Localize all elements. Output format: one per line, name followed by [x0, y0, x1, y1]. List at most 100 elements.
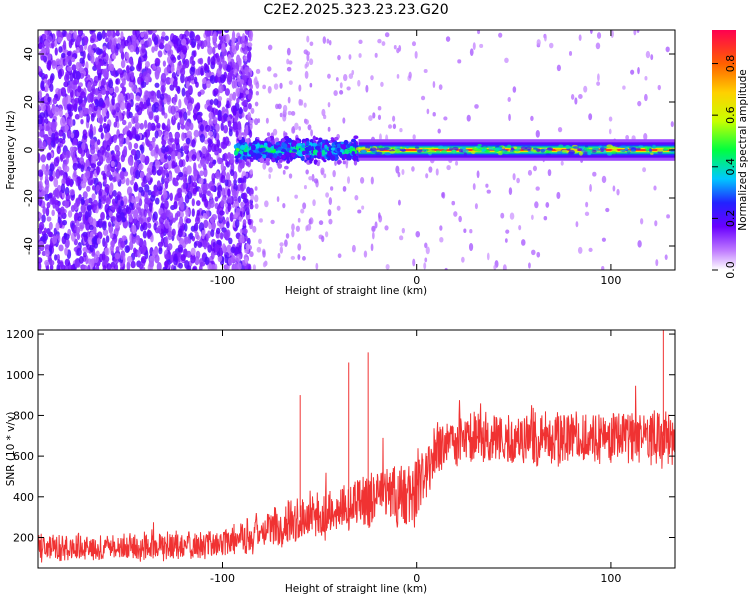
spectrogram-cell [370, 176, 374, 185]
spectrogram-cell [279, 112, 283, 118]
spectrogram-cell [130, 260, 136, 269]
spectrogram-cell [214, 150, 219, 156]
spectrogram-cell [63, 97, 68, 106]
spectrogram-cell [114, 222, 120, 229]
spectrogram-cell [96, 31, 103, 41]
spectrogram-cell [301, 150, 306, 156]
spectrogram-cell [217, 43, 222, 51]
spectrogram-cell [411, 166, 415, 172]
spectrogram-cell [288, 173, 293, 179]
spectrogram-cell [606, 144, 613, 148]
spectrogram-cell [192, 266, 197, 270]
spectrogram-cell [168, 224, 172, 233]
spectrogram-cell [149, 202, 153, 212]
spectrogram-cell [114, 195, 119, 204]
spectrogram-cell [49, 75, 54, 84]
spectrogram-cell [220, 175, 226, 184]
spectrogram-cell [97, 73, 102, 81]
spectrogram-cell [507, 96, 511, 103]
spectrogram-cell [254, 203, 259, 209]
spectrogram-cell [312, 142, 317, 147]
spectrogram-cell [308, 218, 312, 225]
spectrogram-cell [303, 102, 307, 108]
spectrogram-cell [388, 124, 393, 129]
spectrogram-cell [160, 237, 165, 245]
spectrogram-cell [601, 265, 605, 270]
spectrogram-cell [51, 40, 55, 49]
spectrogram-cell [630, 69, 635, 75]
spectrogram-cell [95, 264, 100, 270]
spectrogram-cell [94, 99, 99, 108]
spectrogram-cell [351, 69, 355, 76]
spectrogram-cell [227, 120, 232, 128]
spectrogram-cell [156, 262, 162, 270]
spectrogram-cell [377, 106, 382, 111]
spectrogram-panel: -100 0 100 -40 -20 0 20 40 Height of straight l… [5, 29, 676, 297]
spectrogram-cell [295, 225, 300, 232]
spectrogram-cell [644, 93, 648, 102]
spectrogram-cell [188, 151, 193, 158]
spectrogram-cell [128, 202, 134, 211]
spectrogram-cell [111, 266, 115, 270]
spectrogram-cell [98, 97, 104, 107]
spectrogram-cell [307, 124, 312, 131]
spectrogram-cell [132, 30, 136, 36]
spectrogram-cell [242, 198, 249, 204]
spectrogram-cell [225, 160, 229, 167]
spectrogram-cell [209, 156, 214, 163]
spectrogram-cell [193, 167, 198, 177]
spectrogram-cell [312, 199, 316, 207]
spectrogram-cell [338, 151, 343, 157]
spectrogram-cell [44, 249, 50, 258]
spectrogram-cell [330, 137, 334, 141]
spectrogram-cell [312, 135, 316, 142]
spectrogram-cell [340, 149, 344, 153]
spectrogram-cell [207, 230, 211, 239]
spectrogram-cell [145, 172, 151, 182]
spectrogram-cell [183, 111, 188, 121]
spectrogram-cell [167, 230, 172, 241]
spectrogram-cell [425, 246, 430, 255]
spectrogram-cell [424, 257, 428, 263]
spectrogram-cell [290, 255, 296, 260]
spectrogram-cell [194, 76, 198, 85]
spectrogram-ticks: -100 0 100 -40 -20 0 20 40 [22, 30, 675, 287]
spectrogram-cell [148, 105, 153, 112]
spectrogram-cell [557, 126, 563, 133]
spectrogram-cell [144, 155, 150, 165]
spectrogram-cell [181, 38, 187, 46]
spectrogram-cell [83, 107, 88, 115]
spectrogram-cell [227, 257, 233, 266]
spectrogram-cell [588, 113, 593, 121]
spectrogram-cell [65, 177, 71, 187]
spectrogram-cell [175, 142, 180, 152]
spectrogram-cell [128, 213, 133, 223]
spectrogram-cell [608, 116, 613, 122]
colorbar-tick-label: 0.0 [724, 261, 737, 279]
spectrogram-cell [98, 198, 102, 209]
spectrogram-cell [527, 169, 533, 176]
spectrogram-cell [461, 146, 467, 150]
x-tick-label: 0 [413, 274, 420, 287]
spectrogram-cell [475, 145, 481, 149]
spectrogram-cell [334, 160, 337, 166]
spectrogram-cell [38, 212, 43, 219]
spectrogram-cell [231, 39, 235, 49]
spectrogram-cell [306, 35, 310, 43]
spectrogram-cell [449, 147, 453, 151]
spectrogram-cell [577, 246, 583, 254]
spectrogram-cell [159, 152, 165, 163]
spectrogram-cell [290, 151, 296, 158]
spectrogram-cell [213, 87, 219, 95]
spectrogram-cell [263, 142, 268, 147]
spectrogram-cell [223, 152, 228, 162]
spectrogram-cell [114, 50, 119, 56]
spectrogram-cell [574, 97, 578, 105]
spectrogram-cell [176, 210, 181, 217]
spectrogram-cell [58, 129, 64, 137]
spectrogram-cell [174, 194, 178, 201]
spectrogram-cell [108, 79, 114, 89]
spectrogram-cell [207, 45, 213, 55]
spectrogram-cell [309, 82, 313, 88]
spectrogram-cell [135, 104, 140, 113]
